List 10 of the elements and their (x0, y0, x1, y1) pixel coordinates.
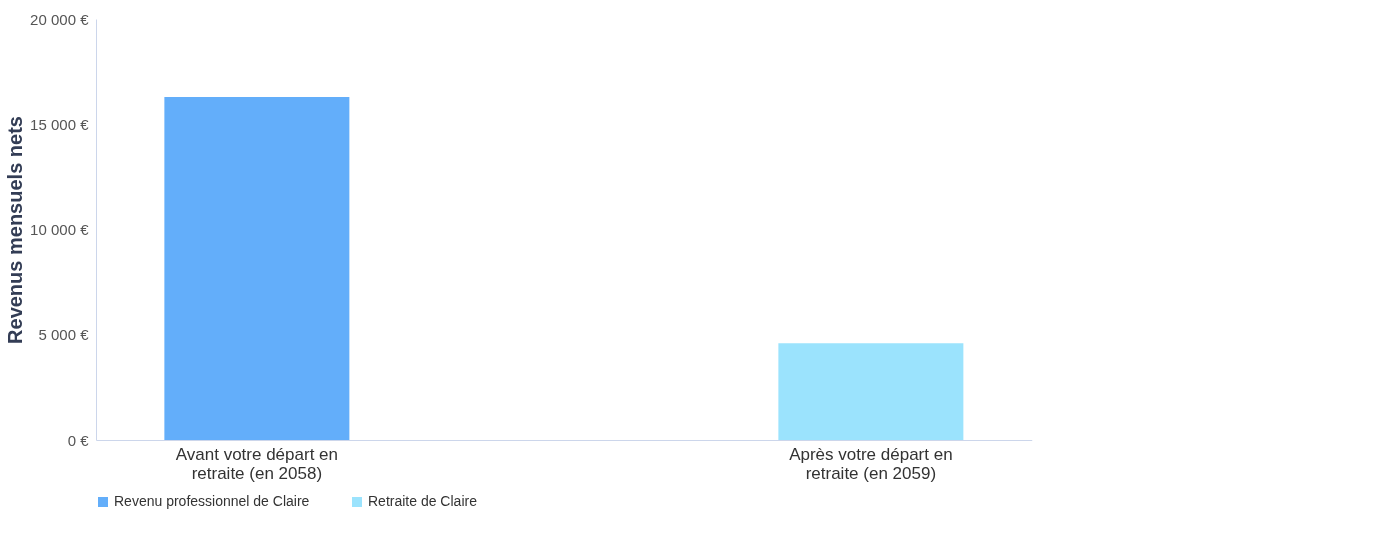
x-tick-label: Après votre départ en retraite (en 2059) (789, 444, 953, 483)
y-tick-label: 20 000 € (30, 10, 90, 28)
y-axis-title: Revenus mensuels nets (4, 116, 27, 344)
y-tick-label: 10 000 € (30, 221, 90, 238)
legend-label: Revenu professionnel de Claire (114, 493, 310, 509)
legend-label: Retraite de Claire (368, 493, 478, 509)
x-tick-label: Avant votre départ en retraite (en 2058) (175, 444, 338, 483)
y-tick-label: 15 000 € (30, 115, 90, 133)
y-tick-label: 0 € (67, 431, 90, 449)
y-tick-label: 5 000 € (38, 326, 90, 344)
